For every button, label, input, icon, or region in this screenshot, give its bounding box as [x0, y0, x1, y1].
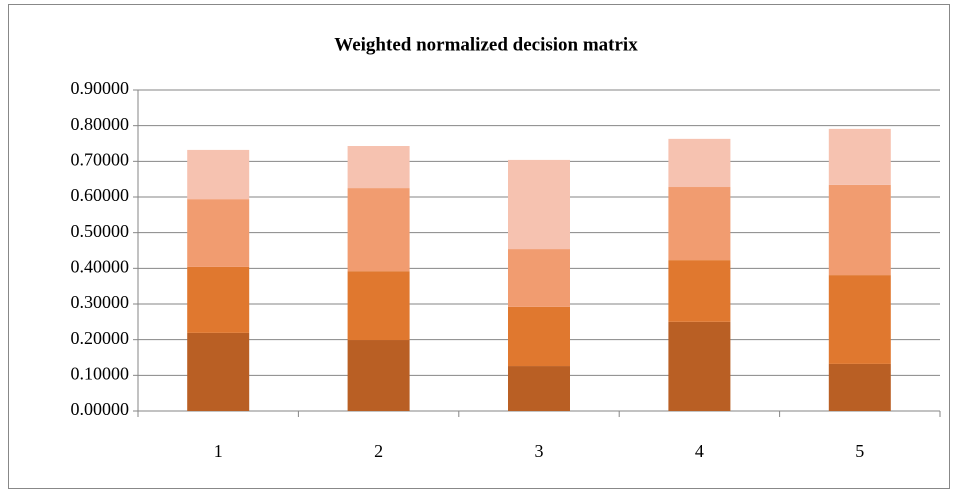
x-tick-label: 5 — [855, 441, 864, 461]
x-tick-label: 4 — [695, 441, 704, 461]
y-tick-label: 0.30000 — [71, 292, 130, 312]
y-tick-label: 0.20000 — [71, 328, 130, 348]
chart-title: Weighted normalized decision matrix — [334, 34, 638, 55]
bar-segment — [508, 249, 570, 307]
y-tick-label: 0.00000 — [71, 399, 130, 419]
y-tick-label: 0.10000 — [71, 363, 130, 383]
bar-segment — [668, 138, 731, 188]
bar-segment — [828, 184, 891, 276]
bar-segment — [347, 340, 410, 411]
bar-segment — [508, 306, 570, 367]
bar-segment — [828, 275, 891, 364]
bar-segment — [347, 271, 410, 341]
y-tick-label: 0.50000 — [71, 221, 130, 241]
bar-segment — [668, 187, 731, 261]
bar-segment — [347, 145, 410, 189]
bar-segment — [828, 363, 891, 411]
bar-segment — [187, 332, 250, 411]
y-tick-label: 0.40000 — [71, 256, 130, 276]
x-tick-label: 1 — [214, 441, 223, 461]
y-tick-label: 0.90000 — [71, 78, 130, 98]
y-tick-label: 0.60000 — [71, 185, 130, 205]
y-tick-label: 0.70000 — [71, 149, 130, 169]
bar-segment — [347, 188, 410, 272]
bar-segment — [508, 159, 570, 250]
y-tick-label: 0.80000 — [71, 114, 130, 134]
x-tick-label: 2 — [374, 441, 383, 461]
bar-segment — [187, 149, 250, 200]
bar-segment — [828, 128, 891, 185]
chart-border — [8, 4, 950, 489]
bar-segment — [508, 366, 570, 411]
bar-segment — [668, 260, 731, 322]
x-tick-label: 3 — [535, 441, 544, 461]
bar-segment — [187, 199, 250, 267]
bar-segment — [187, 266, 250, 333]
bar-segment — [668, 321, 731, 411]
